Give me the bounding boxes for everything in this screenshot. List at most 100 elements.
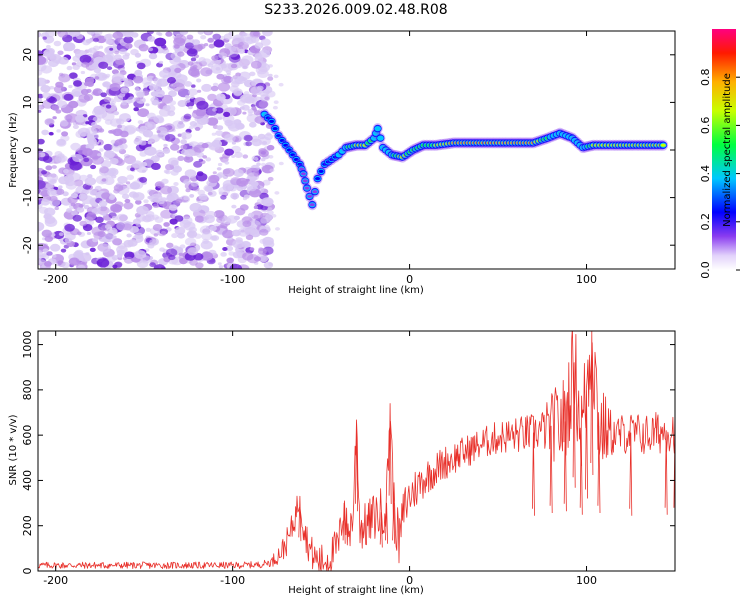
noise-blob <box>40 85 51 93</box>
noise-blob <box>97 153 102 157</box>
noise-blob <box>75 130 87 139</box>
noise-blob <box>173 44 180 49</box>
noise-blob <box>52 254 57 258</box>
noise-blob <box>193 144 205 153</box>
noise-blob <box>232 251 243 259</box>
noise-blob <box>266 90 276 98</box>
noise-blob <box>230 63 238 69</box>
snr-ylabel: SNR (10 * v/v) <box>8 414 19 485</box>
noise-blob <box>172 165 182 173</box>
noise-blob <box>168 157 179 166</box>
noise-blob <box>194 215 205 223</box>
noise-blob <box>241 64 249 70</box>
noise-blob <box>47 188 57 196</box>
noise-blob <box>269 168 275 173</box>
noise-blob <box>216 167 222 171</box>
noise-blob <box>38 148 43 154</box>
noise-blob <box>58 185 63 189</box>
noise-blob <box>235 237 243 243</box>
y-tick-label: 0 <box>21 568 34 575</box>
noise-blob <box>72 64 80 71</box>
noise-blob <box>84 81 90 87</box>
noise-blob <box>87 48 93 53</box>
noise-blob <box>159 247 166 252</box>
noise-blob <box>41 129 49 136</box>
noise-blob <box>212 82 219 87</box>
noise-blob <box>133 107 139 112</box>
noise-blob <box>79 252 92 262</box>
noise-blob <box>152 224 163 231</box>
noise-blob <box>180 144 188 150</box>
noise-blob <box>151 162 161 170</box>
noise-blob <box>72 154 83 162</box>
noise-blob <box>187 247 199 256</box>
noise-blob <box>52 116 57 120</box>
noise-blob <box>191 39 201 46</box>
noise-blob <box>175 198 183 204</box>
noise-blob <box>64 223 75 232</box>
noise-blob <box>211 132 217 136</box>
noise-blob <box>73 191 80 195</box>
noise-blob <box>171 233 179 239</box>
noise-blob <box>266 144 275 151</box>
colorbar: 0.0 0.2 0.4 0.6 0.8 Normalized spectral ampl… <box>699 29 740 279</box>
noise-blob <box>110 158 119 165</box>
noise-blob <box>186 48 198 57</box>
snr-xlabel: Height of straight line (km) <box>288 585 424 596</box>
noise-blob <box>163 222 170 227</box>
noise-blob <box>86 212 97 220</box>
noise-blob <box>66 65 73 71</box>
noise-blob <box>118 48 127 55</box>
noise-blob <box>198 57 206 63</box>
noise-blob <box>207 191 213 196</box>
noise-blob <box>38 31 42 38</box>
noise-blob <box>156 130 161 134</box>
noise-blob <box>152 203 160 208</box>
noise-blob <box>125 181 131 185</box>
noise-blob <box>97 231 106 238</box>
noise-blob <box>38 153 41 158</box>
colorbar-tick-label: 0.0 <box>699 261 712 279</box>
noise-blob <box>221 76 232 85</box>
signal-core <box>272 127 278 131</box>
colorbar-tick-label: 0.6 <box>699 117 712 134</box>
noise-blob <box>188 105 193 110</box>
noise-blob <box>54 151 63 157</box>
noise-blob <box>102 233 115 243</box>
noise-blob <box>176 150 181 154</box>
noise-blob <box>46 251 53 256</box>
noise-blob <box>248 212 255 218</box>
noise-blob <box>159 70 170 78</box>
noise-blob <box>242 197 248 201</box>
noise-blob <box>44 118 55 126</box>
noise-blob <box>124 52 130 57</box>
noise-blob <box>76 231 82 236</box>
noise-blob <box>154 216 164 223</box>
noise-blob <box>224 119 234 127</box>
noise-blob <box>162 148 171 154</box>
noise-blob <box>102 81 111 88</box>
noise-blob <box>155 149 164 156</box>
noise-blob <box>189 121 198 127</box>
noise-blob <box>91 122 98 127</box>
noise-blob <box>183 155 194 163</box>
noise-blob <box>208 43 215 49</box>
noise-blob <box>122 223 132 231</box>
noise-blob <box>170 143 180 151</box>
noise-blob <box>198 158 203 162</box>
noise-blob <box>68 72 78 79</box>
noise-blob <box>57 31 68 38</box>
noise-blob <box>123 256 134 264</box>
noise-blob <box>260 38 271 46</box>
noise-blob <box>147 195 152 200</box>
noise-blob <box>194 126 201 131</box>
noise-blob <box>230 46 237 52</box>
noise-blob <box>165 163 174 171</box>
noise-blob <box>73 91 81 97</box>
noise-blob <box>224 161 230 165</box>
noise-blob <box>272 105 278 110</box>
noise-blob <box>99 166 109 174</box>
noise-blob <box>181 216 193 225</box>
noise-blob <box>259 228 269 236</box>
